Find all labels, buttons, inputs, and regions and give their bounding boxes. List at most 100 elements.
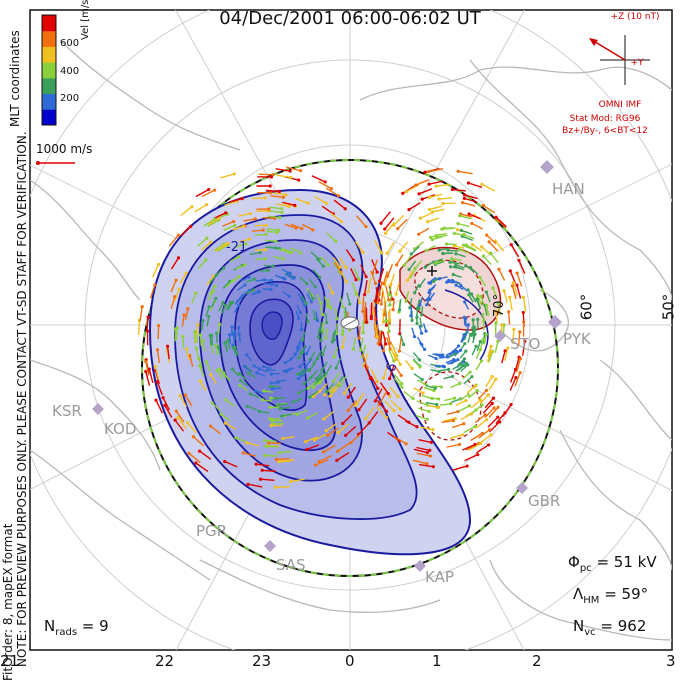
velocity-vector-origin (325, 202, 328, 205)
velocity-vector-origin (234, 436, 237, 439)
velocity-vector-origin (190, 205, 193, 208)
velocity-vector-origin (488, 428, 491, 431)
velocity-vector-origin (348, 302, 351, 305)
velocity-vector-origin (301, 338, 304, 341)
velocity-vector (263, 218, 275, 219)
velocity-vector-origin (522, 296, 525, 299)
velocity-vector-origin (313, 317, 316, 320)
velocity-vector-origin (239, 379, 242, 382)
velocity-vector-origin (222, 266, 225, 269)
velocity-vector-origin (376, 271, 379, 274)
velocity-vector-origin (479, 340, 482, 343)
velocity-vector-origin (341, 330, 344, 333)
velocity-vector-origin (252, 364, 255, 367)
velocity-vector-origin (278, 190, 281, 193)
velocity-vector-origin (325, 390, 328, 393)
velocity-vector-origin (463, 197, 466, 200)
velocity-vector-origin (304, 365, 307, 368)
velocity-vector-origin (481, 338, 484, 341)
velocity-vector-origin (428, 196, 431, 199)
velocity-vector-origin (479, 348, 482, 351)
velocity-vector-origin (331, 291, 334, 294)
velocity-vector-origin (270, 175, 273, 178)
velocity-vector-origin (272, 264, 275, 267)
velocity-vector-origin (376, 380, 379, 383)
velocity-vector-origin (487, 443, 490, 446)
velocity-vector-origin (314, 285, 317, 288)
velocity-vector-origin (321, 313, 324, 316)
velocity-vector-origin (213, 189, 216, 192)
velocity-vector-origin (259, 251, 262, 254)
velocity-vector-origin (450, 257, 453, 260)
velocity-vector-origin (222, 371, 225, 374)
velocity-vector-origin (437, 197, 440, 200)
velocity-vector-origin (386, 274, 389, 277)
velocity-vector-origin (389, 284, 392, 287)
velocity-vector-origin (514, 376, 517, 379)
velocity-vector-origin (368, 421, 371, 424)
velocity-vector-origin (458, 248, 461, 251)
velocity-vector-origin (441, 252, 444, 255)
velocity-vector-origin (302, 382, 305, 385)
velocity-vector-origin (187, 452, 190, 455)
velocity-vector-origin (421, 378, 424, 381)
velocity-vector-origin (374, 299, 377, 302)
velocity-vector (363, 296, 364, 311)
velocity-vector-origin (216, 369, 219, 372)
velocity-vector-origin (452, 419, 455, 422)
velocity-vector-origin (374, 399, 377, 402)
velocity-vector-origin (262, 229, 265, 232)
velocity-vector-origin (494, 378, 497, 381)
velocity-vector-origin (494, 321, 497, 324)
velocity-vector-origin (424, 266, 427, 269)
velocity-vector-origin (487, 393, 490, 396)
velocity-vector-origin (261, 398, 264, 401)
velocity-vector-origin (484, 413, 487, 416)
velocity-vector-origin (391, 308, 394, 311)
velocity-vector-origin (293, 353, 296, 356)
velocity-vector-origin (434, 387, 437, 390)
velocity-vector-origin (209, 241, 212, 244)
velocity-vector-origin (231, 368, 234, 371)
velocity-vector-origin (429, 282, 432, 285)
velocity-vector-origin (322, 265, 325, 268)
velocity-vector-origin (400, 374, 403, 377)
velocity-vector-origin (358, 337, 361, 340)
velocity-vector-origin (362, 331, 365, 334)
velocity-vector-origin (270, 419, 273, 422)
colorbar-tick-200: 200 (60, 93, 79, 104)
velocity-vector-origin (425, 249, 428, 252)
velocity-vector-origin (475, 345, 478, 348)
velocity-vector-origin (205, 203, 208, 206)
latitude-label-50: 50° (659, 294, 677, 321)
velocity-vector-origin (426, 451, 429, 454)
velocity-vector-origin (311, 297, 314, 300)
velocity-vector-origin (415, 425, 418, 428)
velocity-vector-origin (456, 358, 459, 361)
velocity-vector-origin (480, 245, 483, 248)
velocity-vector-origin (423, 171, 426, 174)
velocity-vector-origin (252, 288, 255, 291)
velocity-vector-origin (233, 346, 236, 349)
radar-count: Nrads = 9 (44, 617, 109, 638)
velocity-vector-origin (485, 389, 488, 392)
velocity-vector (183, 337, 184, 349)
velocity-vector-origin (413, 267, 416, 270)
velocity-vector-origin (337, 431, 340, 434)
velocity-vector-origin (233, 224, 236, 227)
velocity-vector-origin (195, 346, 198, 349)
velocity-vector-origin (406, 279, 409, 282)
velocity-vector-origin (221, 301, 224, 304)
velocity-vector-origin (297, 356, 300, 359)
velocity-vector-origin (290, 250, 293, 253)
velocity-vector-origin (395, 263, 398, 266)
velocity-vector-origin (218, 217, 221, 220)
velocity-vector-origin (306, 320, 309, 323)
velocity-vector-origin (177, 256, 180, 259)
velocity-vector-origin (224, 211, 227, 214)
velocity-vector-origin (329, 306, 332, 309)
velocity-vector-origin (480, 359, 483, 362)
velocity-vector-origin (297, 377, 300, 380)
velocity-vector-origin (238, 333, 241, 336)
velocity-vector-origin (431, 397, 434, 400)
